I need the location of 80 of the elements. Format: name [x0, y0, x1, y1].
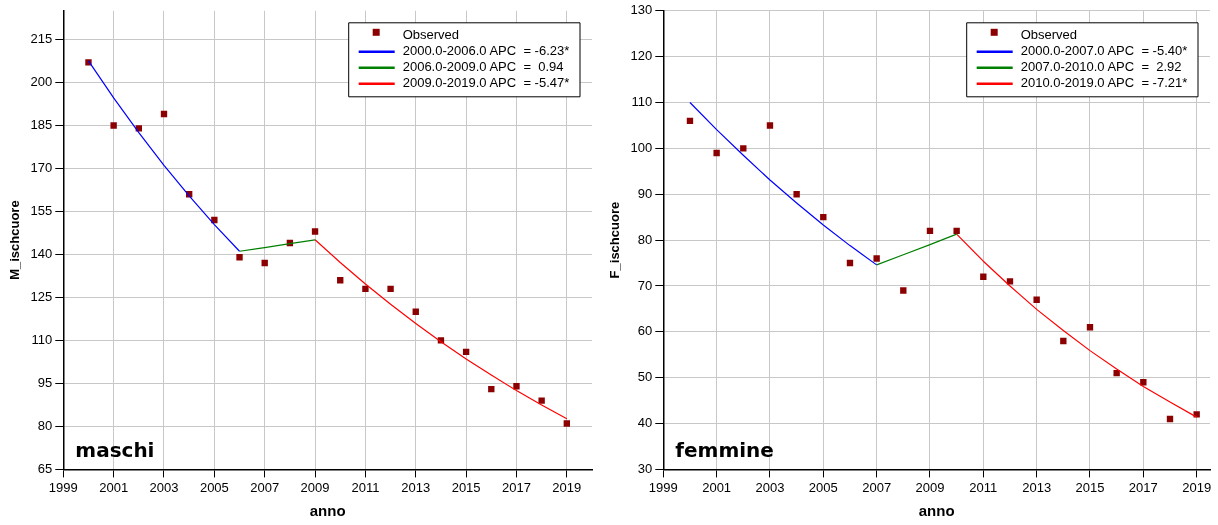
y-tick-label: 120 [630, 48, 653, 64]
x-tick-label: 2017 [502, 479, 531, 495]
x-tick-label: 2003 [755, 479, 785, 495]
point [1060, 337, 1067, 345]
x-tick-label: 2011 [969, 479, 998, 495]
point [1006, 278, 1014, 285]
x-tick-label: 2019 [552, 479, 582, 495]
legend-label: Observed [1020, 27, 1078, 43]
point [793, 191, 800, 198]
point [387, 285, 394, 293]
y-axis-title: M_ischcuore [7, 200, 23, 280]
y-tick-label: 130 [630, 2, 653, 18]
y-tick-label: 100 [630, 139, 653, 155]
y-tick-label: 30 [637, 460, 653, 476]
y-tick-label: 65 [37, 460, 53, 476]
legend-label: 2010.0-2019.0 APC = -7.21* [1020, 75, 1188, 91]
y-tick-label: 60 [637, 323, 653, 339]
y-tick-label: 110 [31, 332, 53, 347]
point [337, 277, 344, 284]
point [563, 420, 571, 427]
point [1140, 379, 1147, 386]
x-tick-label: 2009 [915, 479, 945, 495]
x-tick-label: 2005 [199, 479, 229, 495]
x-tick-label: 1999 [648, 479, 678, 495]
point [1113, 369, 1120, 377]
x-tick-label: 2005 [808, 479, 838, 495]
x-tick-label: 2013 [1022, 479, 1052, 495]
y-tick-label: 110 [631, 94, 653, 110]
point [953, 227, 960, 235]
point [900, 287, 907, 294]
x-tick-label: 2009 [300, 479, 330, 495]
y-tick-label: 90 [637, 185, 653, 201]
x-tick-label: 2015 [1075, 479, 1105, 495]
x-tick-label: 2007 [250, 479, 280, 495]
x-axis-title: anno [918, 502, 955, 520]
point [211, 216, 218, 224]
point [362, 285, 369, 293]
point [538, 397, 545, 404]
y-tick-label: 215 [30, 31, 53, 47]
x-axis-title: anno [309, 502, 346, 520]
y-tick-label: 170 [30, 160, 53, 176]
y-tick-label: 40 [637, 415, 653, 431]
x-tick-label: 2019 [1182, 479, 1212, 495]
y-tick-label: 70 [637, 277, 653, 293]
y-tick-label: 155 [30, 203, 53, 219]
point [311, 228, 319, 235]
point [713, 149, 720, 157]
y-tick-label: 80 [37, 417, 53, 433]
y-tick-label: 140 [30, 246, 53, 262]
legend-label: 2000.0-2007.0 APC = -5.40* [1020, 43, 1188, 59]
legend-label: Observed [402, 27, 460, 43]
y-tick-label: 80 [637, 231, 653, 247]
legend-label: 2009.0-2019.0 APC = -5.47* [402, 75, 570, 91]
point [110, 122, 117, 129]
legend-label: 2006.0-2009.0 APC = 0.94 [402, 59, 564, 75]
x-tick-label: 2011 [351, 479, 380, 495]
x-tick-label: 2015 [451, 479, 481, 495]
legend-label: 2007.0-2010.0 APC = 2.92 [1020, 59, 1182, 75]
y-tick-label: 50 [637, 369, 653, 385]
legend-label: 2000.0-2006.0 APC = -6.23* [402, 43, 570, 59]
x-tick-label: 2013 [401, 479, 431, 495]
y-tick-label: 185 [30, 117, 53, 133]
y-tick-label: 95 [37, 374, 53, 390]
x-tick-label: 2001 [702, 479, 732, 495]
point [513, 383, 520, 390]
point [873, 255, 880, 262]
x-tick-label: 2017 [1128, 479, 1158, 495]
y-tick-label: 125 [30, 289, 53, 304]
point [766, 122, 774, 129]
point [1033, 296, 1040, 303]
point [236, 254, 243, 261]
x-tick-label: 2003 [149, 479, 179, 495]
point [740, 145, 747, 152]
annotation: maschi [75, 437, 155, 462]
x-tick-label: 2007 [862, 479, 892, 495]
annotation: femmine [675, 437, 774, 462]
x-tick-label: 1999 [48, 479, 78, 495]
y-axis-title: F_ischcuore [607, 201, 623, 279]
y-tick-label: 200 [30, 74, 53, 90]
x-tick-label: 2001 [99, 479, 129, 495]
